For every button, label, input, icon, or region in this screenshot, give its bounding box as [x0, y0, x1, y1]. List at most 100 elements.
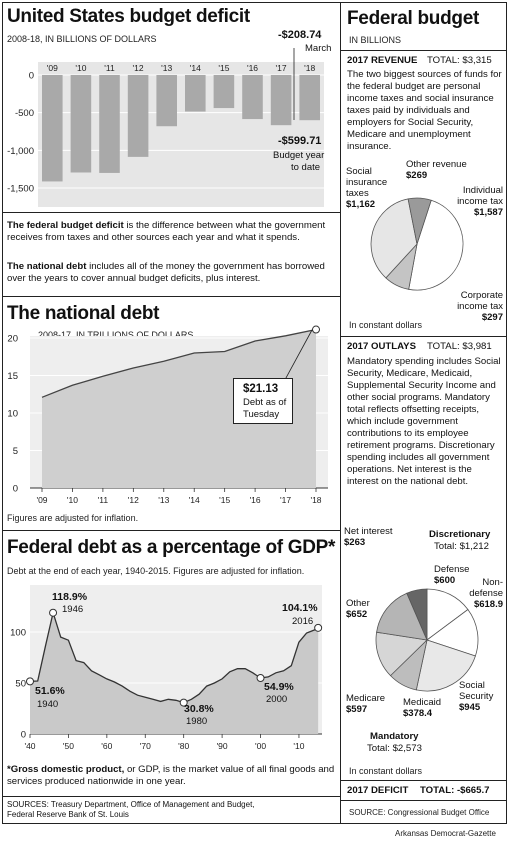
- outlays-slice-label: $618.9: [474, 599, 503, 610]
- outlays-slice-label: $652: [346, 609, 367, 620]
- debt-subtitle: 2008-17, IN TRILLIONS OF DOLLARS: [38, 330, 194, 340]
- gdp-annotation-value: 51.6%: [35, 685, 65, 697]
- deficit-xtick-label: '09: [47, 63, 58, 73]
- gdp-xtick-label: '80: [178, 741, 189, 751]
- revenue-total: TOTAL: $3,315: [427, 55, 492, 66]
- revenue-slice-label: $297: [482, 312, 503, 323]
- separator-r3: [341, 780, 507, 781]
- debt-xtick-label: '12: [128, 495, 139, 505]
- revenue-slice-label: income tax: [457, 196, 503, 207]
- debt-xtick-label: '18: [310, 495, 321, 505]
- gdp-ytick-label: 100: [10, 628, 26, 639]
- outlays-slice-label: $600: [434, 575, 455, 586]
- debt-ytick-label: 5: [13, 446, 18, 457]
- budget-title: Federal budget: [347, 8, 479, 29]
- outlays-slice-label: Medicare: [346, 693, 385, 704]
- debt-ytick-label: 15: [7, 371, 18, 382]
- revenue-slice-label: $1,162: [346, 199, 375, 210]
- gdp-footnote-title: *Gross domestic product,: [7, 764, 125, 775]
- deficit-ytd-value: -$599.71: [278, 135, 322, 147]
- debt-ytick-label: 0: [13, 484, 18, 495]
- deficit-xtick-label: '11: [104, 63, 115, 73]
- deficit-title: United States budget deficit: [7, 6, 250, 27]
- gdp-footnote-body: or GDP, is the market value of all final…: [7, 764, 335, 787]
- deficit-ytick-label: -1,000: [7, 146, 34, 157]
- gdp-line: [29, 610, 319, 704]
- gdp-annotation-marker: [49, 608, 58, 617]
- deficit-xtick-label: '15: [218, 63, 229, 73]
- outlays-label: 2017 OUTLAYS: [347, 341, 416, 352]
- deficit-bar: [185, 75, 206, 112]
- gdp-footnote: *Gross domestic product, or GDP, is the …: [7, 764, 335, 788]
- debt-xtick-label: '09: [36, 495, 47, 505]
- outlays-slice: [376, 592, 428, 641]
- deficit-ytick-label: 0: [29, 71, 34, 82]
- deficit-xtick-label: '10: [75, 63, 86, 73]
- gdp-annotation-marker: [179, 698, 188, 707]
- gdp-ytick-label: 0: [21, 730, 26, 741]
- deficit-2017-label: 2017 DEFICIT: [347, 785, 409, 796]
- revenue-slice: [408, 199, 464, 291]
- outlays-slice-label: $378.4: [403, 708, 433, 719]
- gdp-annotation-year: 1946: [62, 604, 83, 615]
- gdp-annotation-marker: [26, 677, 34, 686]
- gdp-sources-line1: SOURCES: Treasury Department, Office of …: [7, 800, 255, 809]
- revenue-slice-label: Individual: [463, 185, 503, 196]
- outlays-slice: [415, 639, 476, 692]
- outlays-slice: [426, 608, 479, 657]
- gdp-xtick-label: '40: [24, 741, 35, 751]
- revenue-text: The two biggest sources of funds for the…: [347, 69, 502, 152]
- revenue-slice: [407, 197, 432, 246]
- outlays-slice-label: Net interest: [344, 526, 393, 537]
- deficit-march-value: -$208.74: [278, 29, 322, 41]
- revenue-slice-label: Social: [346, 166, 372, 177]
- separator-r2: [341, 336, 507, 337]
- gdp-xtick-label: '00: [255, 741, 266, 751]
- deficit-subtitle: 2008-18, IN BILLIONS OF DOLLARS: [7, 34, 157, 44]
- deficit-xtick-label: '13: [161, 63, 172, 73]
- deficit-2017-total: TOTAL: -$665.7: [420, 785, 490, 796]
- outlays-slice-label: $945: [459, 702, 481, 713]
- outlays-constant-note: In constant dollars: [349, 766, 423, 776]
- credit-line: Arkansas Democrat-Gazette: [395, 829, 496, 838]
- discretionary-total: Total: $1,212: [434, 541, 489, 552]
- revenue-slice-label: insurance: [346, 177, 387, 188]
- gdp-annotation-year: 1940: [37, 699, 58, 710]
- column-divider: [340, 2, 341, 824]
- outlays-slice-label: $597: [346, 704, 367, 715]
- deficit-note-2-body: includes all of the money the government…: [7, 261, 325, 284]
- gdp-sources: SOURCES: Treasury Department, Office of …: [7, 800, 255, 820]
- revenue-constant-note: In constant dollars: [349, 320, 423, 330]
- revenue-slice: [370, 198, 418, 279]
- outlays-slice-label: Social: [459, 680, 485, 691]
- debt-callout-value: $21.13: [243, 383, 279, 395]
- debt-callout-line1: Debt as of: [243, 397, 287, 408]
- gdp-subtitle: Debt at the end of each year, 1940-2015.…: [7, 566, 305, 576]
- gdp-annotation-value: 104.1%: [282, 602, 318, 614]
- debt-xtick-label: '13: [158, 495, 169, 505]
- debt-ytick-label: 10: [7, 409, 18, 420]
- outlays-slice-label: Non-: [482, 577, 503, 588]
- deficit-ytick-label: -500: [15, 108, 34, 119]
- gdp-annotation-marker: [256, 674, 265, 683]
- revenue-label: 2017 REVENUE: [347, 55, 418, 66]
- deficit-march-label: March: [305, 43, 332, 54]
- revenue-slice-label: taxes: [346, 188, 369, 199]
- revenue-slice-label: $269: [406, 170, 427, 181]
- deficit-bar: [99, 75, 120, 173]
- outlays-total: TOTAL: $3,981: [427, 341, 492, 352]
- deficit-bar: [70, 75, 92, 173]
- gdp-annotation-marker: [314, 623, 323, 632]
- deficit-xtick-label: '14: [190, 63, 201, 73]
- deficit-bar: [156, 75, 177, 127]
- gdp-title: Federal debt as a percentage of GDP*: [7, 537, 336, 558]
- debt-xtick-label: '15: [219, 495, 230, 505]
- debt-callout-line2: Tuesday: [243, 409, 280, 420]
- revenue-slice-label: Corporate: [461, 290, 503, 301]
- debt-callout-box: [233, 378, 293, 424]
- gdp-xtick-label: '60: [101, 741, 112, 751]
- deficit-xtick-label: '17: [276, 63, 287, 73]
- revenue-slice-label: income tax: [457, 301, 503, 312]
- debt-ytick-label: 20: [7, 334, 18, 345]
- debt-xtick-label: '16: [250, 495, 261, 505]
